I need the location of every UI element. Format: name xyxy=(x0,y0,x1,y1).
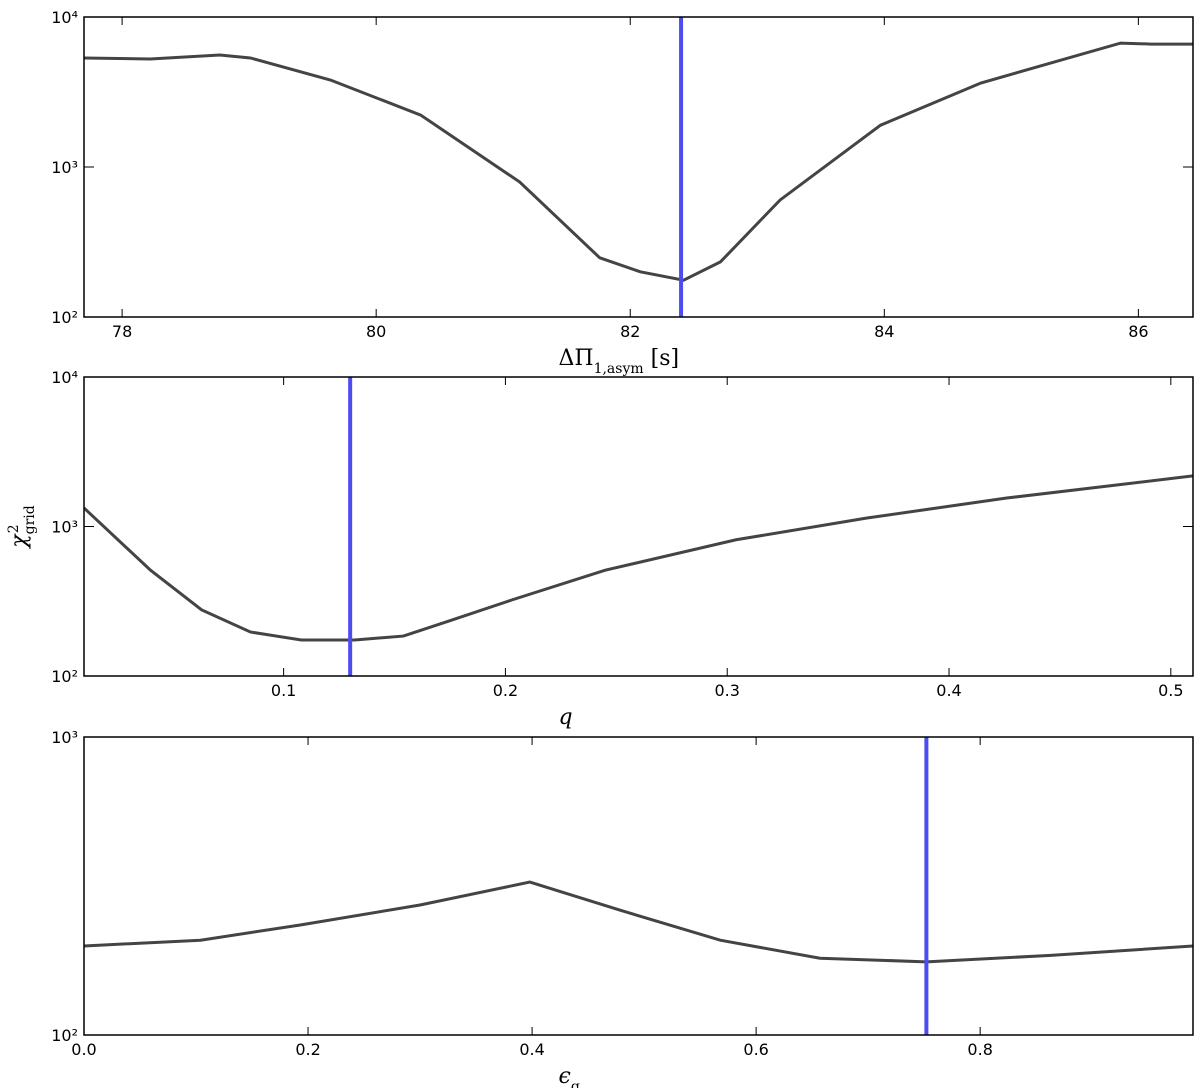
y-tick-label: 10³ xyxy=(51,158,78,177)
x-tick-label: 0.1 xyxy=(271,681,296,700)
x-tick-label: 0.6 xyxy=(743,1040,768,1059)
axes-frame xyxy=(83,736,1194,1036)
x-tick-label: 0.2 xyxy=(493,681,518,700)
y-tick-label: 10² xyxy=(51,308,78,327)
plot-area xyxy=(84,377,1193,676)
label-part: 2 xyxy=(6,524,22,533)
x-tick-label: 0.3 xyxy=(714,681,739,700)
label-part: 1,asym xyxy=(594,361,644,377)
x-tick-label: 84 xyxy=(874,322,894,341)
y-tick-label: 10³ xyxy=(51,518,78,537)
x-tick-label: 78 xyxy=(112,322,132,341)
axis-label: χgrid2 xyxy=(6,505,38,549)
x-tick-label: 0.8 xyxy=(967,1040,992,1059)
data-line xyxy=(84,474,1193,642)
x-tick-label: 82 xyxy=(620,322,640,341)
data-line xyxy=(84,41,1193,282)
label-part: q xyxy=(559,705,573,730)
label-part: grid xyxy=(22,505,38,534)
x-tick-label: 0.5 xyxy=(1158,681,1183,700)
label-part: g xyxy=(571,1079,580,1088)
label-part: χ xyxy=(7,533,32,550)
x-tick-label: 0.4 xyxy=(519,1040,544,1059)
label-part: [s] xyxy=(644,346,679,371)
plot-area xyxy=(84,737,1193,1035)
plot-area xyxy=(84,17,1193,317)
axis-label: ϵg xyxy=(559,1064,580,1088)
axis-label: ΔΠ1,asym [s] xyxy=(559,346,680,377)
label-part: ϵ xyxy=(559,1064,571,1088)
y-tick-label: 10⁴ xyxy=(51,368,78,387)
axis-label: q xyxy=(559,705,573,730)
x-tick-label: 0.0 xyxy=(71,1040,96,1059)
x-tick-label: 86 xyxy=(1128,322,1148,341)
x-tick-label: 80 xyxy=(366,322,386,341)
data-line xyxy=(84,880,1193,964)
y-tick-label: 10³ xyxy=(51,728,78,747)
x-tick-label: 0.2 xyxy=(295,1040,320,1059)
y-tick-label: 10² xyxy=(51,1026,78,1045)
x-tick-label: 0.4 xyxy=(936,681,961,700)
label-part: ΔΠ xyxy=(559,346,594,371)
y-tick-label: 10² xyxy=(51,667,78,686)
y-tick-label: 10⁴ xyxy=(51,8,78,27)
